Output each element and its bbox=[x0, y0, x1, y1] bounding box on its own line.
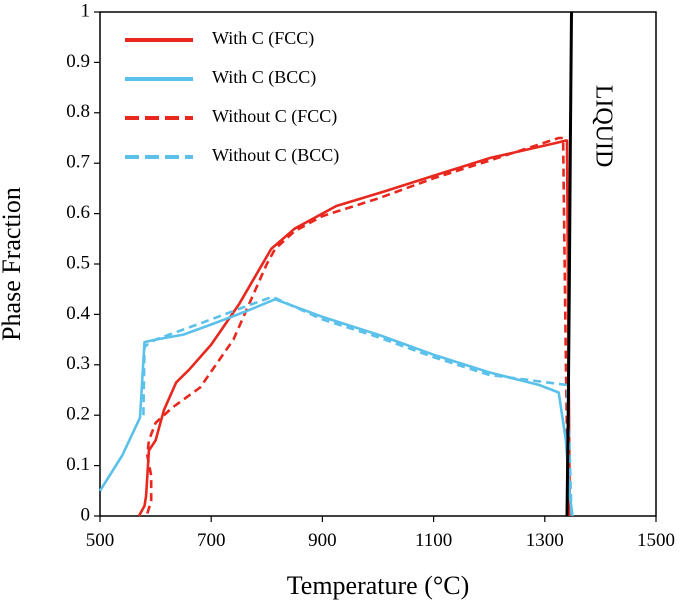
y-tick-label: 1 bbox=[81, 0, 91, 21]
y-tick-label: 0.3 bbox=[66, 353, 90, 374]
x-tick-label: 900 bbox=[308, 530, 337, 551]
series-line-with-c-bcc bbox=[98, 297, 574, 517]
x-tick-label: 1300 bbox=[526, 530, 564, 551]
x-tick-label: 700 bbox=[197, 530, 226, 551]
series-line-without-c-bcc bbox=[142, 295, 573, 517]
y-tick-label: 0.5 bbox=[66, 252, 90, 273]
legend-label-without-c-fcc: Without C (FCC) bbox=[212, 106, 337, 127]
y-tick-label: 0.2 bbox=[66, 404, 90, 425]
legend-label-with-c-fcc: With C (FCC) bbox=[212, 28, 314, 49]
y-tick-label: 0.8 bbox=[66, 101, 90, 122]
plot-frame bbox=[99, 11, 657, 517]
x-tick-label: 500 bbox=[86, 530, 115, 551]
legend-label-without-c-bcc: Without C (BCC) bbox=[212, 145, 339, 166]
y-tick-label: 0.1 bbox=[66, 454, 90, 475]
x-axis-ticks: 500 700 900 1100 1300 1500 bbox=[86, 516, 675, 551]
y-axis-ticks: 0 0.1 0.2 0.3 0.4 0.5 0.6 0.7 0.8 0.9 1 bbox=[66, 0, 100, 525]
y-tick-label: 0.6 bbox=[66, 202, 90, 223]
y-tick-label: 0.9 bbox=[66, 51, 90, 72]
y-axis-title: Phase Fraction bbox=[0, 187, 26, 341]
series-layer bbox=[98, 11, 574, 517]
y-tick-label: 0 bbox=[81, 504, 91, 525]
legend-label-with-c-bcc: With C (BCC) bbox=[212, 67, 316, 88]
liquid-region-label: LIQUID bbox=[590, 85, 616, 168]
y-tick-label: 0.7 bbox=[66, 152, 90, 173]
series-line-without-c-fcc bbox=[146, 136, 570, 517]
x-tick-label: 1500 bbox=[637, 530, 675, 551]
series-line-liquidus bbox=[565, 11, 573, 517]
x-tick-label: 1100 bbox=[415, 530, 452, 551]
legend: With C (FCC) With C (BCC) Without C (FCC) W… bbox=[125, 28, 339, 166]
y-tick-label: 0.4 bbox=[66, 303, 90, 324]
x-axis-title: Temperature (°C) bbox=[287, 571, 470, 600]
series-line-with-c-fcc bbox=[137, 139, 572, 517]
